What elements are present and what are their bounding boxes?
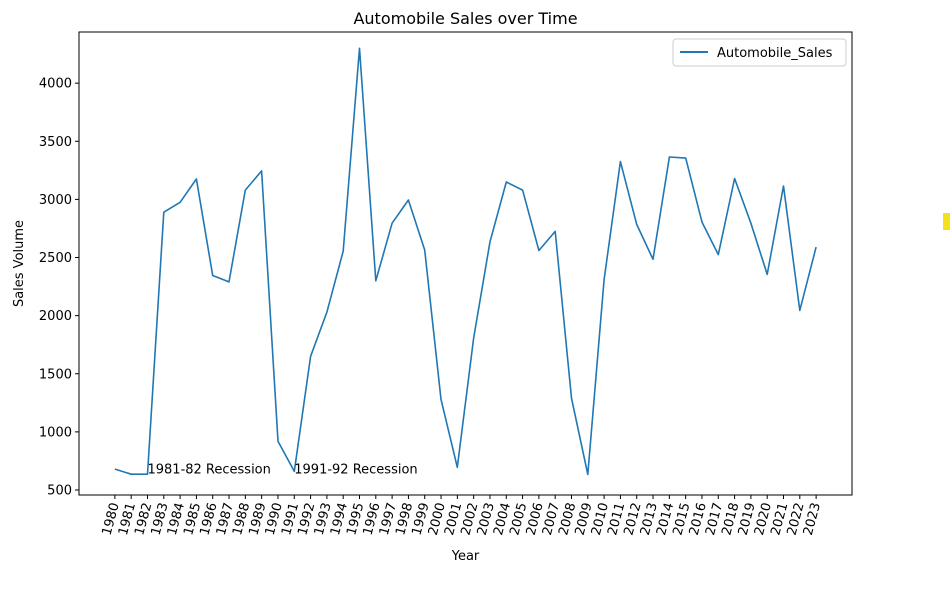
legend-box [672,38,847,67]
series-line [114,47,817,476]
annotation-label: 1991-92 Recession [294,463,417,478]
y-axis: 500 1000 1500 2000 2500 3000 3500 4000 [39,77,79,499]
yellow-marker [943,213,950,230]
plot-area [78,31,853,496]
legend-label: Automobile_Sales [717,46,833,61]
x-axis: 1980198119821983198419851986198719881989… [100,495,824,537]
x-axis-label: Year [451,549,480,564]
y-tick-label: 500 [47,484,72,499]
y-tick-label: 4000 [39,77,72,92]
series-group [114,47,817,476]
chart-title: Automobile Sales over Time [353,9,577,28]
y-tick-label: 1000 [39,425,72,440]
y-tick-label: 3000 [39,193,72,208]
annotations: 1981-82 Recession 1991-92 Recession [147,463,417,478]
annotation-label: 1981-82 Recession [147,463,270,478]
y-tick-label: 2000 [39,309,72,324]
y-tick-label: 3500 [39,135,72,150]
y-axis-label: Sales Volume [12,220,27,307]
legend: Automobile_Sales [672,38,847,67]
y-tick-label: 2500 [39,251,72,266]
y-tick-label: 1500 [39,367,72,382]
